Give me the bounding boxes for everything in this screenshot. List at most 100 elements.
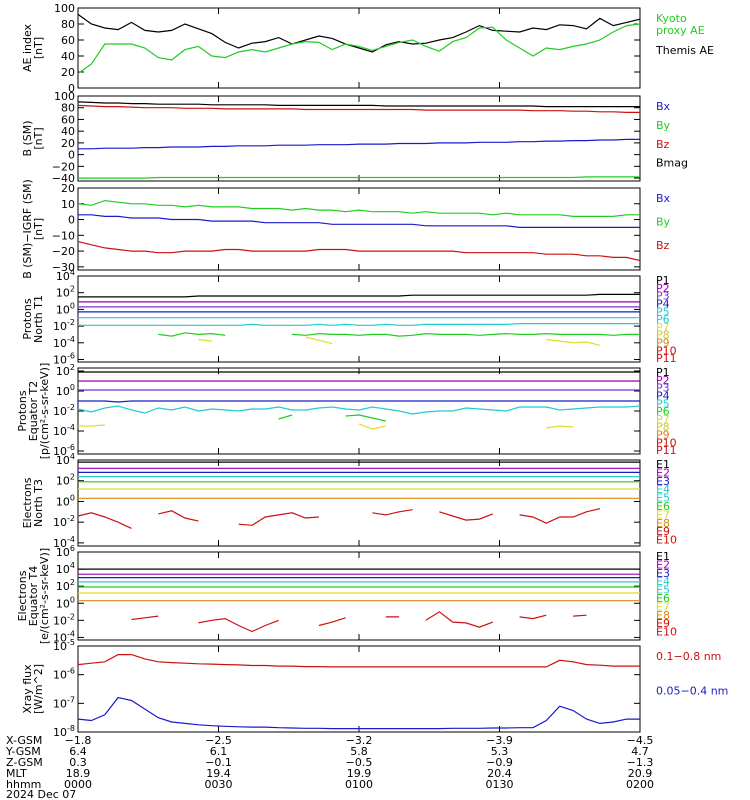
panel-xray: 10-8 10-7 10-6 10-5 Xray flux[W/m^2] 0.1−0.8 … [21, 638, 728, 739]
y-tick-label: 10-4 [53, 629, 75, 644]
x-axis-value: 6.4 [69, 745, 87, 758]
legend-entry: By [656, 215, 671, 228]
y-tick-label: 10-2 [53, 514, 75, 529]
legend-entry: P9 [656, 429, 670, 442]
legend-entry: E9 [656, 617, 670, 630]
y-axis-label: ProtonsEquator T2[p/(cm²-s-sr-keV)] [16, 363, 51, 460]
x-axis-value: −4.5 [627, 734, 654, 747]
legend-entry: P10 [656, 344, 677, 357]
panel-e4: 10-4 10-2 100 102 104 106 ElectronsEquator T4[… [16, 544, 677, 644]
y-tick-label: 10-6 [53, 443, 75, 458]
y-tick-label: 100 [56, 493, 75, 508]
panel-frame [77, 187, 641, 271]
legend-entry: P8 [656, 421, 670, 434]
y-tick-label: 102 [56, 578, 75, 593]
legend-entry: Bx [656, 192, 671, 205]
y-axis-label: ElectronsNorth T3 [21, 477, 45, 528]
x-axis-value: 0030 [205, 778, 233, 791]
legend-entry: E3 [656, 567, 670, 580]
y-tick-label: 104 [56, 561, 75, 576]
x-axis-value: 19.4 [206, 767, 231, 780]
x-axis-value: −1.3 [627, 756, 654, 769]
legend-entry: E2 [656, 466, 670, 479]
y-tick-label: 0 [68, 82, 75, 95]
y-tick-label: 10-8 [53, 724, 75, 739]
legend-entry: P2 [656, 282, 670, 295]
y-tick-label: 10-2 [53, 318, 75, 333]
legend-entry: E7 [656, 600, 670, 613]
x-axis-value: 5.3 [491, 745, 509, 758]
y-tick-label: 10-5 [53, 638, 75, 653]
y-tick-label: 10-7 [53, 695, 75, 710]
panel-dbsm: −30 −20 −10 0 10 20 B (SM)−IGRF (SM)[nT] Bx By Bz [21, 179, 671, 279]
legend-entry: P11 [656, 352, 677, 365]
x-axis-value: 19.9 [347, 767, 372, 780]
legend-entry: E10 [656, 626, 677, 639]
legend-entry: E5 [656, 584, 670, 597]
legend-entry: E6 [656, 592, 670, 605]
series-line-bz [77, 104, 640, 113]
x-axis-labels: X-GSM Y-GSM Z-GSM MLT hhmm 2024 Dec 07 −… [5, 734, 654, 800]
y-tick-label: 80 [61, 102, 75, 115]
y-axis-label: ProtonsNorth T1 [21, 295, 45, 343]
y-tick-label: 10-2 [53, 403, 75, 418]
panel-p2: 10-6 10-4 10-2 100 102 ProtonsEquator T2[p/(c… [16, 363, 677, 460]
legend-entry: E8 [656, 609, 670, 622]
series-line-p4 [78, 400, 640, 403]
y-tick-label: 10 [61, 198, 75, 211]
x-axis-value: 4.7 [631, 745, 649, 758]
y-tick-label: 60 [61, 113, 75, 126]
y-tick-label: 10-4 [53, 535, 75, 550]
y-tick-label: 80 [61, 18, 75, 31]
legend-entry: E3 [656, 475, 670, 488]
series-line-bx [78, 214, 640, 228]
legend-entry: E2 [656, 558, 670, 571]
legend-entry: P6 [656, 313, 670, 326]
legend-entry: E1 [656, 458, 670, 471]
y-tick-label: 10-4 [53, 423, 75, 438]
y-tick-label: 106 [56, 544, 75, 559]
legend-entry: P7 [656, 321, 670, 334]
x-axis-value: −1.8 [65, 734, 92, 747]
y-tick-label: 102 [56, 285, 75, 300]
x-axis-value: 0.3 [69, 756, 87, 769]
y-tick-label: 10-6 [53, 351, 75, 366]
series-line-p8 [158, 332, 640, 337]
y-axis-label: B (SM)[nT] [21, 120, 45, 156]
legend-entry: P6 [656, 405, 670, 418]
y-tick-label: 100 [54, 90, 75, 103]
x-axis-value: −0.1 [205, 756, 232, 769]
legend-entry: E8 [656, 517, 670, 530]
y-tick-label: 0 [68, 214, 75, 227]
x-axis-value: −0.5 [346, 756, 373, 769]
y-tick-label: −30 [52, 261, 75, 274]
series-line-bmag [77, 101, 640, 108]
y-tick-label: 104 [56, 452, 75, 467]
legend-entry: Bmag [656, 157, 688, 170]
series-line-kyoto-proxy-ae [77, 23, 641, 75]
row-label-hhmm: hhmm [6, 778, 41, 791]
y-tick-label: 10-4 [53, 335, 75, 350]
legend-entry: P10 [656, 436, 677, 449]
legend-entry: By [656, 119, 671, 132]
legend-entry: E4 [656, 575, 670, 588]
panel-ae: 0 20 40 60 80 100 AE index[nT] Kyoto proxy AE The… [21, 2, 714, 95]
y-tick-label: 20 [61, 182, 75, 195]
legend-entry: Kyoto proxy AE [656, 12, 705, 37]
y-tick-label: −40 [52, 172, 75, 185]
x-axis-value: 6.1 [210, 745, 228, 758]
row-label-zgsm: Z-GSM [6, 756, 43, 769]
y-tick-label: 40 [61, 125, 75, 138]
x-axis-value: −3.2 [346, 734, 373, 747]
y-tick-label: 10-6 [53, 667, 75, 682]
y-tick-label: 102 [56, 473, 75, 488]
row-label-xgsm: X-GSM [6, 734, 42, 747]
legend-entry: P8 [656, 329, 670, 342]
legend-entry: P5 [656, 305, 670, 318]
legend-entry: 0.05−0.4 nm [656, 684, 728, 697]
legend-entry: 0.1−0.8 nm [656, 650, 721, 663]
x-axis-value: 5.8 [350, 745, 368, 758]
x-axis-value: 20.9 [628, 767, 653, 780]
series-line-by [77, 199, 640, 217]
